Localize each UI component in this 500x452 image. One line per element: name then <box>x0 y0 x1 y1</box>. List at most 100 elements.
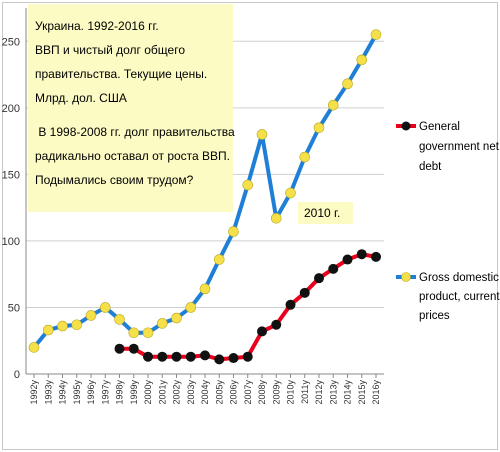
y-tick-label: 50 <box>8 302 20 314</box>
x-tick-label: 1995y <box>72 380 82 405</box>
legend-label-gdp-2: product, current <box>419 291 500 303</box>
series-point-gdp <box>171 312 182 324</box>
x-tick-label: 2008y <box>257 380 267 405</box>
series-point-gdp <box>85 310 97 321</box>
series-point-gdp <box>99 302 111 313</box>
x-tick-label: 1992y <box>29 380 39 405</box>
annotation-text: Украина. 1992-2016 гг. ВВП и чистый долг… <box>35 19 235 187</box>
annotation-line: радикально оставал от роста ВВП. <box>35 149 230 163</box>
series-point-debt <box>143 351 153 362</box>
series-point-gdp <box>142 327 154 339</box>
x-tick-label: 2011y <box>300 380 310 404</box>
series-point-debt <box>314 273 324 284</box>
legend-label-debt-3: debt <box>419 161 442 173</box>
series-point-gdp <box>71 319 83 331</box>
series-point-debt <box>257 326 267 337</box>
series-point-gdp <box>299 151 311 163</box>
legend-label-gdp-1: Gross domestic <box>419 272 499 284</box>
series-point-gdp <box>270 212 282 224</box>
series-point-gdp <box>370 29 382 40</box>
series-point-debt <box>157 351 168 362</box>
annotation-line: ВВП и чистый долг общего <box>35 43 185 57</box>
series-point-gdp <box>213 254 225 265</box>
x-tick-label: 2010y <box>286 380 296 405</box>
x-tick-label: 2003y <box>186 380 196 405</box>
series-layer <box>28 29 382 365</box>
series-point-gdp <box>156 318 168 329</box>
series-point-gdp <box>342 78 353 90</box>
series-point-debt <box>356 249 367 260</box>
x-tick-label: 2004y <box>200 380 210 405</box>
series-point-debt <box>271 319 282 330</box>
y-tick-label: 0 <box>14 369 20 381</box>
series-point-gdp <box>356 54 368 66</box>
y-tick-label: 250 <box>2 36 20 48</box>
y-tick-label: 200 <box>2 103 20 115</box>
series-point-debt <box>299 287 310 298</box>
x-axis-ticks: 1992y 1993y 1994y 1995y 1996y 1997y 1998y 1999y… <box>29 374 381 405</box>
x-tick-label: 2007y <box>243 380 253 405</box>
legend-swatch-debt-marker <box>401 121 411 131</box>
x-tick-label: 2009y <box>271 380 281 405</box>
series-point-gdp <box>185 302 197 313</box>
annotation-line: правительства. Текущие цены. <box>35 67 207 81</box>
series-point-debt <box>342 254 353 265</box>
series-point-gdp <box>242 179 254 191</box>
series-point-debt <box>242 351 253 362</box>
series-point-gdp <box>42 324 54 336</box>
y-tick-label: 100 <box>2 236 20 248</box>
x-tick-label: 2016y <box>371 380 381 405</box>
series-point-gdp <box>128 327 140 339</box>
legend-item-gdp: Gross domestic product, current prices <box>396 272 500 322</box>
x-tick-label: 2015y <box>357 380 367 405</box>
x-tick-label: 1993y <box>43 380 53 405</box>
x-tick-label: 1999y <box>129 380 139 405</box>
x-tick-label: 2006y <box>229 380 239 405</box>
y-tick-label: 150 <box>2 169 20 181</box>
legend-item-debt: General government net debt <box>396 121 500 173</box>
series-point-debt <box>371 251 381 262</box>
legend-label-debt-2: government net <box>419 141 500 153</box>
annotation-line: В 1998-2008 гг. долг правительства <box>35 125 235 139</box>
x-tick-label: 2001y <box>157 380 167 405</box>
series-point-debt <box>328 263 339 274</box>
legend-label-debt-1: General <box>419 121 460 133</box>
year-label-box <box>298 202 353 224</box>
x-tick-label: 2012y <box>314 380 324 405</box>
series-point-gdp <box>199 283 211 295</box>
year-label: 2010 г. <box>304 206 340 220</box>
series-point-debt <box>114 343 125 354</box>
series-point-debt <box>285 299 296 310</box>
series-point-gdp <box>285 187 296 199</box>
series-point-debt <box>128 343 139 354</box>
x-tick-label: 2005y <box>214 380 224 405</box>
series-point-gdp <box>256 129 268 140</box>
series-point-gdp <box>228 226 239 237</box>
x-tick-label: 2014y <box>343 380 353 405</box>
series-point-gdp <box>313 122 325 134</box>
x-tick-label: 1994y <box>58 380 68 405</box>
legend: General government net debt Gross domest… <box>396 121 500 322</box>
x-tick-label: 1998y <box>115 380 125 405</box>
series-point-debt <box>185 351 196 362</box>
series-point-debt <box>171 351 182 362</box>
x-tick-label: 1996y <box>86 380 96 405</box>
annotation-line: Подымались своим трудом? <box>35 173 194 187</box>
series-point-debt <box>214 354 225 365</box>
series-point-gdp <box>114 314 125 325</box>
x-tick-label: 2013y <box>328 380 338 405</box>
x-tick-label: 2000y <box>143 380 153 405</box>
annotation-line: Украина. 1992-2016 гг. <box>35 19 159 33</box>
annotation-line: Млрд. дол. США <box>35 91 127 105</box>
y-axis-ticks: 0 50 100 150 200 250 <box>2 36 20 381</box>
x-tick-label: 2002y <box>172 380 182 405</box>
legend-label-gdp-3: prices <box>419 310 450 322</box>
series-point-gdp <box>327 99 339 111</box>
legend-swatch-gdp-marker <box>401 272 411 282</box>
series-point-debt <box>200 350 210 361</box>
series-point-debt <box>228 353 239 364</box>
series-point-gdp <box>28 342 40 353</box>
series-point-gdp <box>57 320 68 332</box>
annotation-box <box>28 4 233 212</box>
